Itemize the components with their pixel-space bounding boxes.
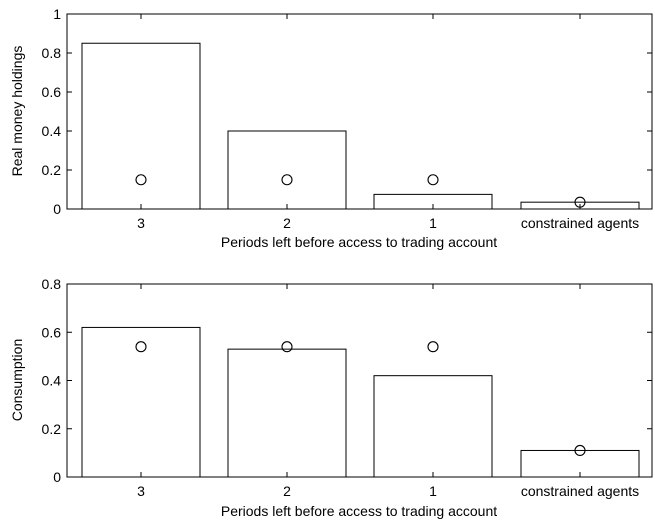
money-holdings-chart: 0 0.2 0.4 0.6 0.8 1 3 2 1 constrained agents Per… [9, 6, 653, 250]
bar [227, 348, 347, 478]
y-tick-label: 0.6 [42, 324, 62, 340]
x-axis-label: Periods left before access to trading ac… [221, 234, 497, 250]
marker-group [135, 341, 586, 457]
y-tick-label: 0.8 [42, 45, 62, 61]
bar-group [81, 326, 640, 478]
y-tick-label: 0.4 [42, 373, 62, 389]
y-tick-label: 0.2 [42, 421, 62, 437]
circle-marker [427, 341, 439, 353]
x-tick-label: constrained agents [521, 215, 639, 231]
circle-marker [281, 341, 293, 353]
y-axis: 0 0.2 0.4 0.6 0.8 1 [42, 6, 652, 217]
x-axis-label: Periods left before access to trading ac… [221, 503, 497, 519]
bar [227, 130, 347, 210]
y-axis-label: Consumption [9, 339, 25, 422]
y-tick-label: 0.2 [42, 162, 62, 178]
bar [81, 42, 201, 210]
y-tick-label: 0.4 [42, 123, 62, 139]
consumption-chart: 0 0.2 0.4 0.6 0.8 3 2 1 constrained agents Peri… [9, 276, 653, 519]
x-tick-label: 3 [137, 483, 145, 499]
x-tick-label: 3 [137, 215, 145, 231]
y-tick-label: 0 [53, 469, 61, 485]
circle-marker [574, 444, 586, 457]
circle-marker [135, 174, 147, 186]
y-tick-label: 0 [53, 201, 61, 217]
marker-group [135, 174, 586, 208]
x-tick-label: 1 [429, 483, 437, 499]
x-tick-label: constrained agents [521, 483, 639, 499]
x-tick-label: 2 [283, 483, 291, 499]
bar [81, 326, 201, 478]
y-axis: 0 0.2 0.4 0.6 0.8 [42, 276, 652, 485]
bar [373, 375, 493, 478]
x-tick-label: 1 [429, 215, 437, 231]
circle-marker [135, 341, 147, 353]
x-axis: 3 2 1 constrained agents [137, 284, 639, 499]
x-axis: 3 2 1 constrained agents [137, 14, 639, 231]
circle-marker [281, 174, 293, 186]
circle-marker [427, 174, 439, 186]
y-tick-label: 1 [53, 6, 61, 22]
y-tick-label: 0.6 [42, 84, 62, 100]
plot-area-frame [66, 13, 653, 210]
y-axis-label: Real money holdings [9, 46, 25, 177]
x-tick-label: 2 [283, 215, 291, 231]
bar-group [81, 42, 640, 210]
y-tick-label: 0.8 [42, 276, 62, 292]
